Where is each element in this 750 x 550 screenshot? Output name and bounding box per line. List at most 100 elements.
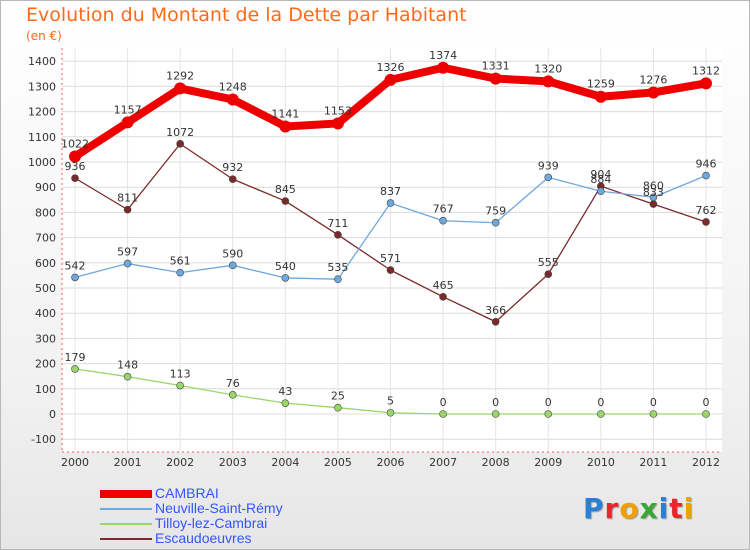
data-label: 711 xyxy=(327,217,348,230)
data-point xyxy=(228,261,237,270)
data-point xyxy=(281,274,290,282)
legend-swatch xyxy=(100,508,152,511)
legend-item: CAMBRAI xyxy=(100,486,283,501)
legend-item: Neuville-Saint-Rémy xyxy=(100,501,283,516)
chart-title: Evolution du Montant de la Dette par Hab… xyxy=(26,4,467,26)
data-label: 1248 xyxy=(219,81,247,94)
data-label: 5 xyxy=(387,395,394,408)
data-point xyxy=(281,197,290,205)
y-tick-label: 800 xyxy=(35,206,56,219)
data-label: 535 xyxy=(327,261,348,274)
data-point xyxy=(439,293,447,301)
legend-label: CAMBRAI xyxy=(155,485,219,501)
legend-item: Tilloy-lez-Cambrai xyxy=(100,516,283,531)
data-point xyxy=(386,408,395,417)
data-label: 860 xyxy=(643,179,664,192)
y-tick-label: 400 xyxy=(35,307,56,320)
legend-label: Neuville-Saint-Rémy xyxy=(155,500,283,516)
data-label: 845 xyxy=(275,183,296,196)
data-point xyxy=(386,266,395,274)
data-point xyxy=(597,187,605,196)
y-tick-label: 200 xyxy=(35,358,56,371)
data-point xyxy=(331,117,344,130)
y-tick-label: 1100 xyxy=(28,131,56,144)
data-label: 542 xyxy=(65,259,86,272)
data-point xyxy=(647,86,660,99)
x-tick-label: 2011 xyxy=(639,456,667,469)
data-point xyxy=(649,200,658,208)
data-label: 1141 xyxy=(271,107,299,120)
data-label: 759 xyxy=(485,205,506,218)
data-point xyxy=(174,82,187,95)
data-point xyxy=(176,140,184,148)
data-label: 767 xyxy=(433,203,454,216)
data-label: 561 xyxy=(170,255,191,268)
data-label: 946 xyxy=(696,158,717,171)
data-label: 366 xyxy=(485,304,506,317)
data-label: 571 xyxy=(380,252,401,265)
data-point xyxy=(491,218,500,227)
data-point xyxy=(386,199,395,207)
data-label: 1320 xyxy=(534,62,562,75)
data-point xyxy=(176,381,184,390)
data-point xyxy=(279,120,292,133)
data-label: 936 xyxy=(65,160,86,173)
data-label: 148 xyxy=(117,359,138,372)
data-label: 1292 xyxy=(166,69,194,82)
data-label: 1022 xyxy=(61,137,89,150)
data-point xyxy=(71,365,79,373)
data-point xyxy=(228,175,237,183)
data-point xyxy=(121,116,134,129)
x-tick-label: 2012 xyxy=(692,456,720,469)
data-label: 597 xyxy=(117,246,138,259)
data-point xyxy=(71,273,79,282)
data-label: 465 xyxy=(433,279,454,292)
proxiti-logo: Proxiti xyxy=(583,492,695,525)
data-point xyxy=(702,171,710,180)
chart-legend: CAMBRAI Neuville-Saint-Rémy Tilloy-lez-Cam… xyxy=(100,486,283,546)
x-tick-label: 2000 xyxy=(61,456,89,469)
data-point xyxy=(489,72,502,85)
data-point xyxy=(649,193,658,202)
data-point xyxy=(544,270,553,278)
data-label: 540 xyxy=(275,260,296,273)
data-point xyxy=(491,317,500,326)
data-label: 0 xyxy=(492,396,499,409)
data-label: 811 xyxy=(117,192,138,205)
data-label: 1153 xyxy=(324,104,352,117)
data-point xyxy=(594,90,607,103)
data-point xyxy=(649,410,658,418)
chart-subtitle: (en €) xyxy=(26,29,62,43)
legend-item: Escaudoeuvres xyxy=(100,531,283,546)
data-label: 0 xyxy=(545,396,552,409)
x-tick-label: 2002 xyxy=(166,456,194,469)
data-point xyxy=(176,268,184,277)
y-tick-label: 0 xyxy=(49,408,56,421)
y-tick-label: 700 xyxy=(35,232,56,245)
data-label: 25 xyxy=(331,390,345,403)
data-label: 932 xyxy=(222,161,243,174)
x-tick-label: 2007 xyxy=(429,456,457,469)
legend-label: Tilloy-lez-Cambrai xyxy=(155,515,268,531)
data-label: 1259 xyxy=(587,78,615,91)
x-tick-label: 2001 xyxy=(114,456,142,469)
y-tick-label: 900 xyxy=(35,181,56,194)
data-point xyxy=(439,410,447,418)
data-label: 1312 xyxy=(692,64,720,77)
data-label: 833 xyxy=(643,186,664,199)
x-tick-label: 2003 xyxy=(219,456,247,469)
data-label: 0 xyxy=(597,396,604,409)
data-point xyxy=(334,231,342,239)
data-point xyxy=(123,372,132,381)
data-label: 1276 xyxy=(639,73,667,86)
data-label: 1374 xyxy=(429,49,457,62)
data-point xyxy=(123,205,132,214)
data-label: 0 xyxy=(650,396,657,409)
data-point xyxy=(69,150,81,163)
x-tick-label: 2005 xyxy=(324,456,352,469)
data-point xyxy=(491,410,500,418)
data-label: 0 xyxy=(703,396,710,409)
data-point xyxy=(437,61,450,74)
y-tick-label: 1300 xyxy=(28,80,56,93)
